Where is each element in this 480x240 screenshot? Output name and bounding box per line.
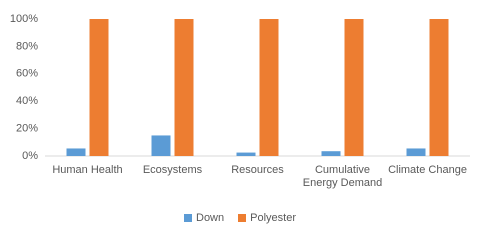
y-tick-label: 20% (16, 123, 38, 135)
legend-swatch (184, 214, 192, 222)
bar (259, 19, 279, 156)
x-tick-label: Ecosystems (142, 164, 203, 176)
legend-swatch (238, 214, 247, 222)
bar (151, 135, 171, 156)
bar (236, 152, 256, 156)
chart: 0% 20% 40% 60% 80% 100% Down Polyester Human H… (0, 13, 480, 224)
bar (406, 148, 426, 156)
bar (174, 19, 194, 156)
y-tick-label: 0% (22, 150, 38, 162)
bar (429, 19, 449, 156)
bar (344, 19, 364, 156)
x-tick-label: Human Health (52, 164, 123, 176)
bar (66, 148, 86, 156)
legend-item: Polyester (238, 212, 296, 224)
x-tick-label: Resources (231, 164, 284, 176)
y-tick-label: 60% (16, 68, 38, 80)
plot: 0% 20% 40% 60% 80% 100% (10, 13, 470, 162)
y-tick-label: 80% (16, 40, 38, 52)
y-tick-label: 100% (10, 13, 38, 25)
legend-item: Down (184, 212, 224, 224)
y-tick-label: 40% (16, 95, 38, 107)
legend-label: Down (196, 212, 225, 224)
legend: Down Polyester (0, 212, 480, 224)
x-tick-label: Cumulative Energy Demand (302, 164, 383, 189)
bar (321, 151, 341, 156)
bar (89, 19, 109, 156)
legend-label: Polyester (250, 212, 296, 224)
x-tick-label: Climate Change (388, 164, 467, 176)
